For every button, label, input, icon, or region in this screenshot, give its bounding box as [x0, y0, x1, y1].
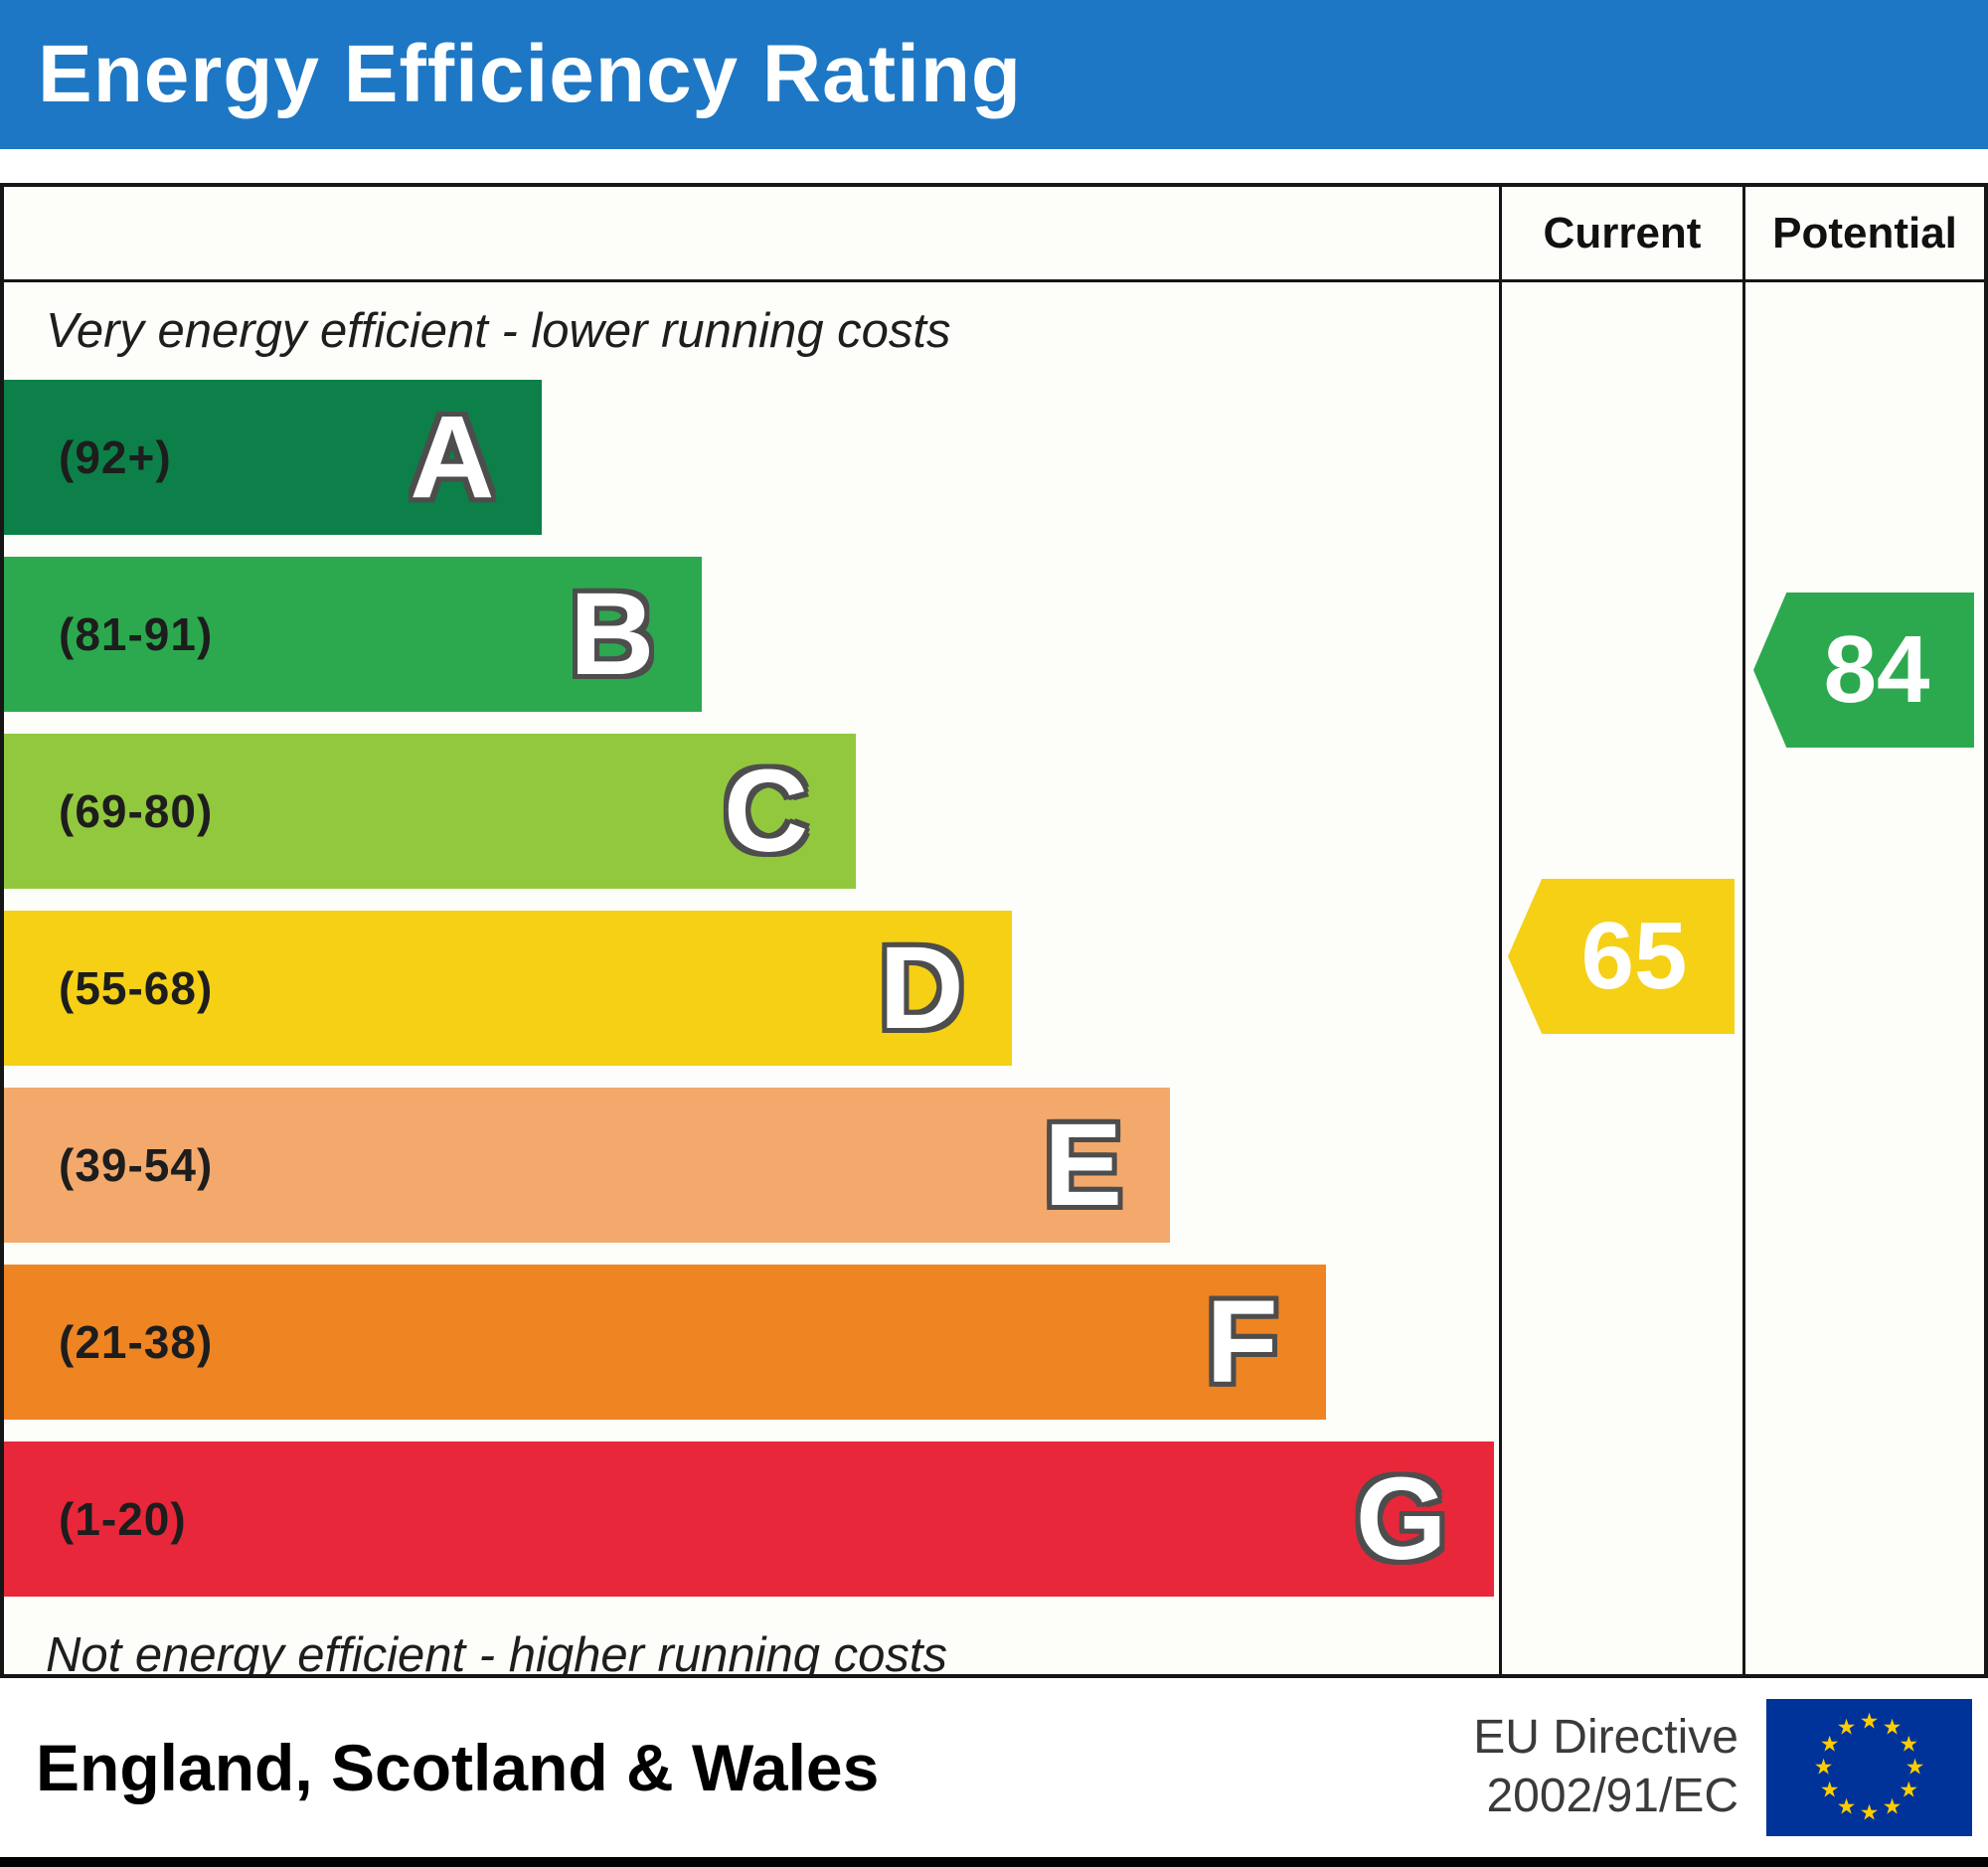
svg-text:★: ★	[1837, 1716, 1857, 1741]
current-column-header: Current	[1499, 187, 1742, 282]
band-a-bar: (92+) A	[4, 380, 543, 535]
eu-directive-line2: 2002/91/EC	[1486, 1770, 1739, 1822]
bottom-note: Not energy efficient - higher running co…	[46, 1628, 947, 1674]
band-d-bar: (55-68) D	[4, 911, 1012, 1066]
energy-rating-chart: Current Potential Very energy efficient …	[0, 183, 1988, 1678]
svg-text:★: ★	[1905, 1756, 1925, 1781]
band-g-range: (1-20)	[59, 1493, 187, 1545]
band-b-letter: B	[567, 569, 657, 700]
band-f-bar: (21-38) F	[4, 1265, 1326, 1420]
band-d-letter: D	[876, 923, 966, 1054]
svg-text:★: ★	[1814, 1756, 1834, 1781]
svg-text:★: ★	[1883, 1716, 1903, 1741]
potential-column: 84	[1742, 282, 1984, 1674]
band-b-range: (81-91)	[59, 608, 214, 660]
svg-text:★: ★	[1820, 1733, 1840, 1758]
svg-text:★: ★	[1900, 1779, 1919, 1803]
band-e: (39-54) E	[4, 1088, 1499, 1243]
band-f: (21-38) F	[4, 1265, 1499, 1420]
potential-rating-arrow: 84	[1753, 593, 1974, 748]
band-e-letter: E	[1041, 1100, 1125, 1231]
title-bar: Energy Efficiency Rating	[0, 0, 1988, 149]
current-rating-arrow: 65	[1508, 879, 1735, 1034]
svg-text:★: ★	[1820, 1779, 1840, 1803]
eu-directive-label: EU Directive 2002/91/EC	[1473, 1709, 1739, 1825]
band-b-bar: (81-91) B	[4, 557, 703, 712]
band-c: (69-80) C	[4, 734, 1499, 889]
band-d-range: (55-68)	[59, 962, 214, 1014]
band-a-range: (92+)	[59, 431, 172, 483]
band-a-letter: A	[407, 392, 497, 523]
top-note: Very energy efficient - lower running co…	[46, 304, 951, 358]
region-label: England, Scotland & Wales	[36, 1731, 880, 1804]
band-g-letter: G	[1353, 1453, 1450, 1585]
band-f-letter: F	[1203, 1276, 1280, 1408]
eu-flag-icon: ★ ★ ★ ★ ★ ★ ★ ★ ★ ★ ★ ★	[1766, 1699, 1972, 1836]
current-rating-value: 65	[1580, 903, 1688, 1009]
band-e-bar: (39-54) E	[4, 1088, 1171, 1243]
eu-directive-line1: EU Directive	[1473, 1711, 1739, 1765]
band-g-bar: (1-20) G	[4, 1442, 1495, 1597]
band-g: (1-20) G	[4, 1442, 1499, 1597]
svg-text:★: ★	[1837, 1794, 1857, 1819]
footer: England, Scotland & Wales EU Directive 2…	[0, 1678, 1988, 1867]
band-c-range: (69-80)	[59, 785, 214, 837]
band-c-bar: (69-80) C	[4, 734, 857, 889]
band-a: (92+) A	[4, 380, 1499, 535]
svg-text:★: ★	[1860, 1801, 1880, 1826]
chart-header-spacer	[4, 187, 1499, 282]
band-c-letter: C	[721, 746, 811, 877]
band-f-range: (21-38)	[59, 1316, 214, 1368]
band-e-range: (39-54)	[59, 1139, 214, 1191]
band-b: (81-91) B	[4, 557, 1499, 712]
potential-column-header: Potential	[1742, 187, 1984, 282]
svg-text:★: ★	[1860, 1710, 1880, 1735]
bands-area: Very energy efficient - lower running co…	[4, 282, 1499, 1674]
band-d: (55-68) D	[4, 911, 1499, 1066]
current-column: 65	[1499, 282, 1742, 1674]
svg-text:★: ★	[1883, 1794, 1903, 1819]
svg-text:★: ★	[1900, 1733, 1919, 1758]
potential-rating-value: 84	[1823, 616, 1930, 723]
page-title: Energy Efficiency Rating	[38, 29, 1023, 119]
